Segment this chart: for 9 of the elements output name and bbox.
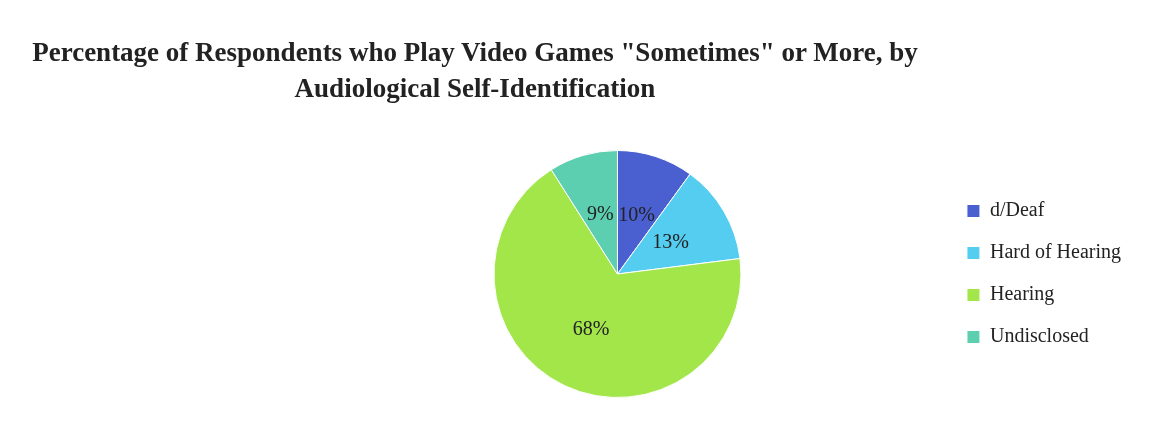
legend-label: Undisclosed bbox=[989, 324, 1089, 347]
legend-label: Hard of Hearing bbox=[989, 240, 1122, 264]
data-label: 68% bbox=[572, 317, 610, 340]
chart-title: Percentage of Respondents who Play Video Games "Sometimes" or More, by Audiological Self-Identification bbox=[31, 36, 919, 105]
data-label: 9% bbox=[586, 201, 614, 224]
legend-label: Hearing bbox=[989, 282, 1055, 306]
data-label: 10% bbox=[618, 202, 655, 225]
data-label: 13% bbox=[652, 229, 689, 252]
legend-label: d/Deaf bbox=[989, 198, 1045, 221]
